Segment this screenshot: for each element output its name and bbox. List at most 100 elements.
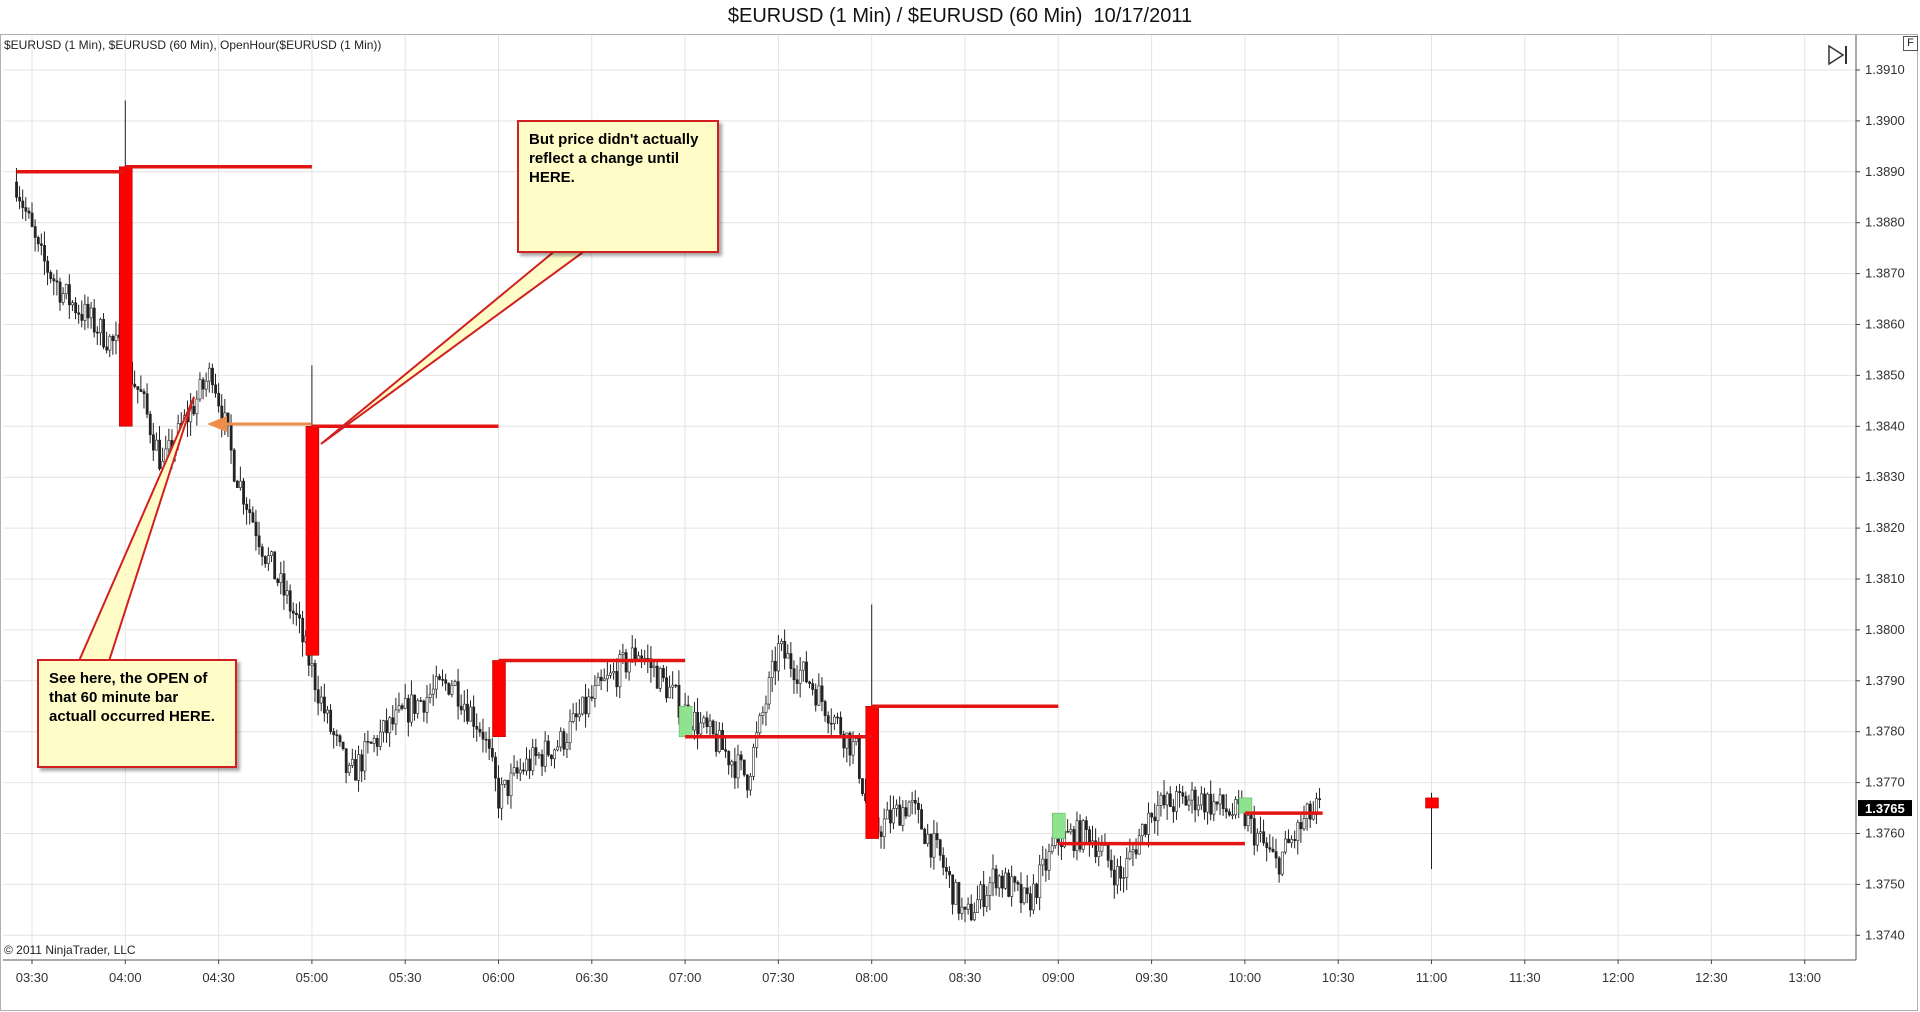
minute-candle-body xyxy=(273,551,277,580)
minute-candle-body xyxy=(798,669,802,684)
minute-candle-body xyxy=(1147,812,1150,835)
minute-candle-body xyxy=(1265,842,1269,848)
minute-candle-body xyxy=(251,512,255,523)
minute-candle-body xyxy=(92,307,96,333)
x-tick-label: 10:30 xyxy=(1322,970,1355,985)
minute-candle-body xyxy=(979,884,983,901)
minute-candle-body xyxy=(1029,893,1032,911)
minute-candle-body xyxy=(459,705,463,711)
minute-candle-body xyxy=(319,696,323,704)
minute-candle-body xyxy=(204,380,208,390)
minute-candle-body xyxy=(1038,864,1042,898)
minute-candle-body xyxy=(624,652,628,673)
minute-candle-body xyxy=(195,398,199,415)
minute-candle-body xyxy=(882,818,886,837)
minute-candle-body xyxy=(512,767,516,774)
minute-candle-body xyxy=(1252,818,1256,846)
minute-candle-body xyxy=(599,676,603,681)
minute-candle-body xyxy=(985,895,989,908)
minute-candle-body xyxy=(211,367,214,386)
minute-candle-body xyxy=(316,689,320,704)
minute-candle-body xyxy=(969,903,973,921)
minute-candle-body xyxy=(413,694,417,714)
x-tick-label: 03:30 xyxy=(16,970,49,985)
minute-candle-body xyxy=(1112,869,1116,886)
minute-candle-body xyxy=(960,906,964,914)
minute-candle-body xyxy=(71,302,74,306)
minute-candle-body xyxy=(662,668,665,679)
minute-candle-body xyxy=(1193,789,1197,811)
minute-candle-body xyxy=(817,685,821,706)
minute-candle-body xyxy=(288,590,292,612)
minute-candle-body xyxy=(929,833,933,858)
minute-candle-body xyxy=(1140,824,1144,837)
minute-candle-body xyxy=(475,726,479,730)
minute-candle-body xyxy=(242,480,245,505)
minute-candle-body xyxy=(148,413,152,436)
minute-candle-body xyxy=(1284,838,1287,853)
minute-candle-body xyxy=(1305,803,1309,819)
minute-candle-body xyxy=(518,769,522,774)
minute-candle-body xyxy=(854,738,858,743)
minute-candle-body xyxy=(509,772,513,797)
minute-candle-body xyxy=(428,693,432,698)
minute-candle-body xyxy=(388,717,392,734)
y-tick-label: 1.3880 xyxy=(1865,215,1905,230)
last-price-label: 1.3765 xyxy=(1865,801,1905,816)
minute-candle-body xyxy=(263,556,267,564)
minute-candle-body xyxy=(848,732,852,756)
minute-candle-body xyxy=(612,671,616,674)
minute-candle-body xyxy=(310,663,314,666)
y-tick-label: 1.3830 xyxy=(1865,469,1905,484)
minute-candle-body xyxy=(1106,844,1110,861)
minute-candle-body xyxy=(568,721,572,743)
minute-candle-body xyxy=(767,677,771,705)
minute-candle-body xyxy=(777,643,780,672)
y-tick-label: 1.3900 xyxy=(1865,113,1905,128)
minute-candle-body xyxy=(708,720,712,728)
hourly-up-bar xyxy=(1238,797,1253,814)
minute-candle-body xyxy=(702,717,706,724)
minute-candle-body xyxy=(528,758,532,771)
minute-candle-body xyxy=(671,684,675,688)
minute-candle-body xyxy=(920,809,923,830)
minute-candle-body xyxy=(108,336,112,351)
minute-candle-body xyxy=(133,383,137,387)
minute-candle-body xyxy=(192,406,196,415)
minute-candle-body xyxy=(556,746,560,751)
y-tick-label: 1.3850 xyxy=(1865,367,1905,382)
minute-candle-body xyxy=(606,674,609,680)
minute-candle-body xyxy=(1168,793,1172,807)
minute-candle-body xyxy=(823,701,827,716)
minute-candle-body xyxy=(372,738,376,744)
minute-candle-body xyxy=(472,706,476,727)
minute-candle-body xyxy=(898,804,902,826)
skip-to-end-icon[interactable] xyxy=(1826,44,1850,66)
minute-candle-body xyxy=(444,679,448,684)
minute-candle-body xyxy=(1187,799,1191,806)
minute-candle-body xyxy=(829,722,833,725)
minute-candle-body xyxy=(1299,822,1303,830)
x-tick-label: 09:30 xyxy=(1135,970,1168,985)
hourly-up-bar xyxy=(678,706,693,738)
price-chart[interactable]: 1.3740 1.3750 1.3760 1.3770 1.3780 1.3790 1.38… xyxy=(1,35,1917,1010)
minute-candle-body xyxy=(938,839,942,856)
minute-candle-body xyxy=(239,480,242,488)
minute-candle-body xyxy=(811,683,815,690)
minute-candle-body xyxy=(49,272,53,280)
minute-candle-body xyxy=(587,696,591,715)
y-tick-label: 1.3820 xyxy=(1865,520,1905,535)
panel-toggle-button[interactable]: F xyxy=(1903,36,1918,51)
minute-candle-body xyxy=(718,729,721,752)
minute-candle-body xyxy=(593,685,597,699)
minute-candle-body xyxy=(525,758,528,772)
minute-candle-body xyxy=(1013,876,1017,883)
minute-candle-body xyxy=(351,759,354,766)
minute-candle-body xyxy=(441,679,445,681)
minute-candle-body xyxy=(550,754,553,760)
minute-candle-body xyxy=(267,555,270,564)
minute-candle-body xyxy=(335,734,339,737)
minute-candle-body xyxy=(948,871,951,876)
minute-candle-body xyxy=(1175,791,1178,812)
minute-candle-body xyxy=(991,868,995,884)
